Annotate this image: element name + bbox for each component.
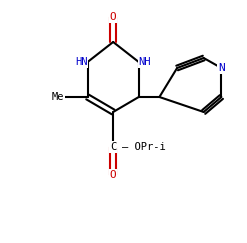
Text: Me: Me [51,92,64,102]
Text: C: C [110,142,116,152]
Text: — OPr-i: — OPr-i [122,142,166,152]
Text: HN: HN [75,57,88,67]
Text: O: O [110,12,117,22]
Text: NH: NH [139,57,151,67]
Text: N: N [218,63,225,73]
Text: O: O [110,170,117,180]
